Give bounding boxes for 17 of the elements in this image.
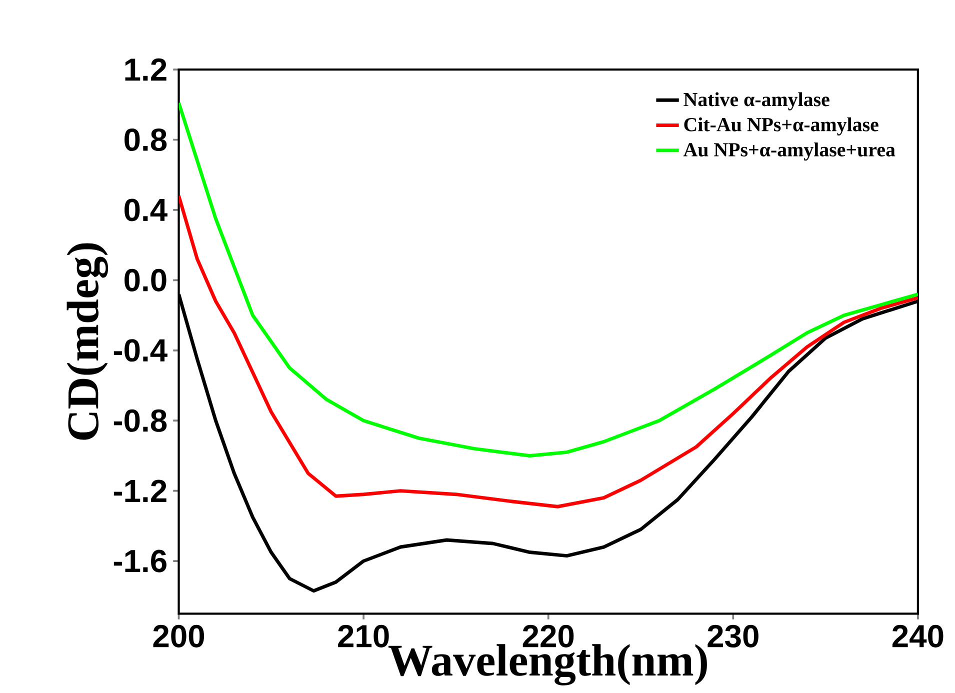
y-tick-label: -0.4 (114, 339, 168, 362)
y-tick-label: 0.8 (124, 128, 167, 151)
x-tick-label: 230 (708, 624, 758, 648)
line-series (178, 194, 918, 508)
legend-label: Native α-amylase (684, 92, 830, 110)
y-tick-label: 0.4 (124, 198, 168, 222)
y-tick-label: -1.2 (114, 480, 166, 502)
legend-label: Cit-Au NPs+α-amylase (684, 117, 878, 136)
legend-label: Au NPs+α-amylase+urea (683, 142, 896, 161)
y-tick-label: 0.0 (124, 268, 166, 292)
y-tick-label: -0.8 (114, 409, 167, 432)
x-tick-label: 240 (892, 624, 944, 648)
y-tick-label: -1.6 (114, 550, 166, 572)
x-tick-label: 200 (153, 624, 204, 648)
y-axis-title: CD(mdeg) (66, 243, 108, 440)
y-tick-label: 1.2 (125, 58, 166, 81)
x-tick-label: 210 (338, 624, 389, 648)
